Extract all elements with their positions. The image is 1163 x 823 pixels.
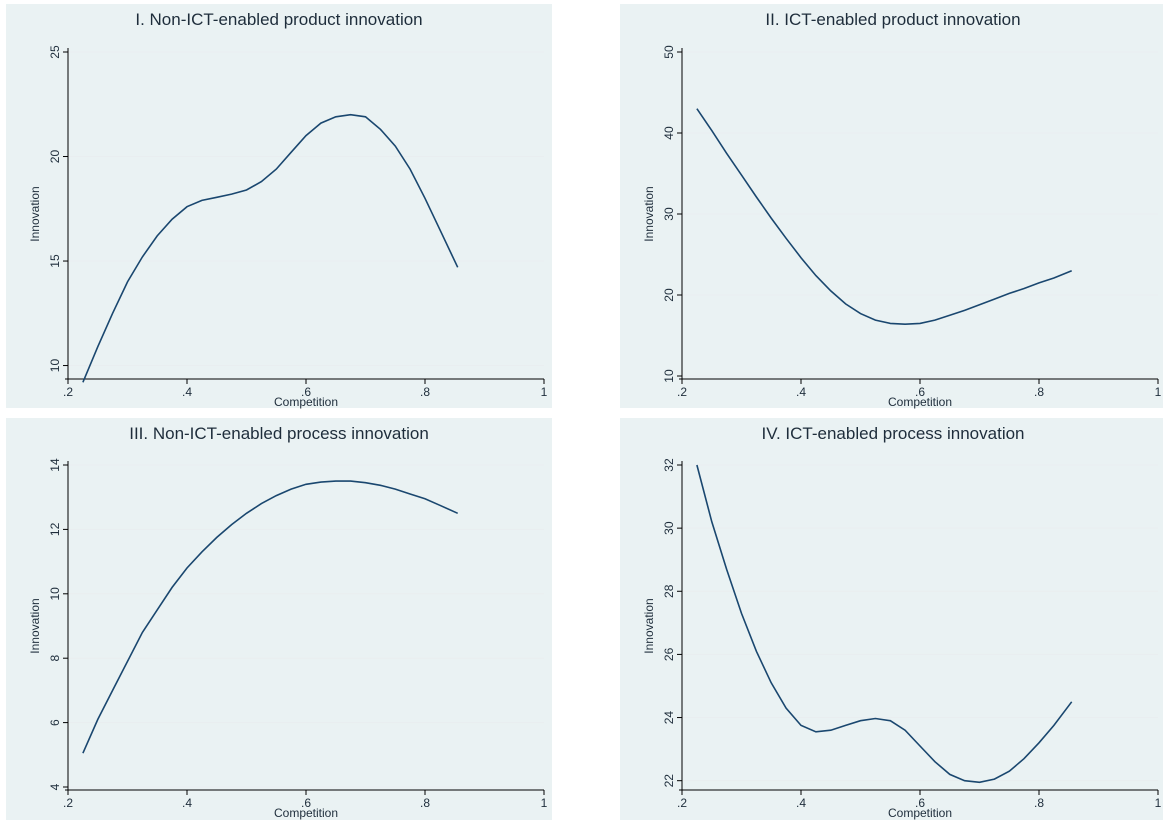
chart-title: IV. ICT-enabled process innovation bbox=[761, 424, 1025, 443]
x-axis-title: Competition bbox=[888, 395, 952, 409]
y-tick-label: 26 bbox=[662, 647, 676, 661]
series-line bbox=[696, 108, 1073, 326]
y-tick-label: 20 bbox=[662, 288, 676, 302]
chart-plot: 10 15 20 25 .2 .4 .6 .8 1 Competition Innovation bbox=[28, 45, 548, 409]
chart-title: III. Non-ICT-enabled process innovation bbox=[129, 424, 429, 443]
x-tick-label: .8 bbox=[420, 796, 430, 810]
x-tick-label: .8 bbox=[1034, 796, 1044, 810]
series-line bbox=[82, 113, 459, 383]
chart-title: I. Non-ICT-enabled product innovation bbox=[135, 10, 423, 29]
x-tick-label: .4 bbox=[796, 796, 806, 810]
x-tick-label: .4 bbox=[182, 796, 192, 810]
y-tick-label: 6 bbox=[48, 719, 62, 726]
chart-panel-3: III. Non-ICT-enabled process innovation … bbox=[6, 418, 552, 820]
y-tick-label: 8 bbox=[48, 655, 62, 662]
y-axis-title: Innovation bbox=[28, 186, 42, 241]
y-tick-label: 28 bbox=[662, 584, 676, 598]
x-tick-label: .2 bbox=[677, 385, 687, 399]
chart-panel-2: II. ICT-enabled product innovation 10 20 3… bbox=[620, 4, 1163, 409]
y-axis-title: Innovation bbox=[642, 598, 656, 653]
y-axis-title: Innovation bbox=[28, 598, 42, 653]
y-tick-label: 24 bbox=[662, 711, 676, 725]
x-axis-title: Competition bbox=[274, 806, 338, 820]
series-line bbox=[82, 480, 459, 754]
x-tick-label: .2 bbox=[63, 796, 73, 810]
chart-plot: 10 20 30 40 50 .2 .4 .6 .8 1 Competition Innovation bbox=[642, 45, 1162, 409]
x-tick-label: .4 bbox=[182, 385, 192, 399]
x-axis-title: Competition bbox=[274, 395, 338, 409]
y-tick-label: 15 bbox=[48, 254, 62, 268]
x-tick-label: .2 bbox=[63, 385, 73, 399]
y-tick-label: 12 bbox=[48, 522, 62, 536]
chart-plot: 22 24 26 28 30 32 .2 .4 .6 .8 1 Competition Innovati… bbox=[642, 458, 1162, 820]
y-tick-label: 4 bbox=[48, 783, 62, 790]
x-tick-label: .6 bbox=[301, 385, 311, 399]
x-tick-label: .8 bbox=[1034, 385, 1044, 399]
y-tick-label: 30 bbox=[662, 207, 676, 221]
y-tick-label: 10 bbox=[662, 369, 676, 383]
y-tick-label: 10 bbox=[48, 587, 62, 601]
y-tick-label: 40 bbox=[662, 126, 676, 140]
x-tick-label: 1 bbox=[541, 796, 548, 810]
y-tick-label: 10 bbox=[48, 359, 62, 373]
y-tick-label: 22 bbox=[662, 774, 676, 788]
chart-plot: 4 6 8 10 12 14 .2 .4 .6 .8 1 Competition Innovation bbox=[28, 458, 548, 820]
y-tick-label: 50 bbox=[662, 45, 676, 59]
x-tick-label: .8 bbox=[420, 385, 430, 399]
x-tick-label: .4 bbox=[796, 385, 806, 399]
chart-panel-1: I. Non-ICT-enabled product innovation 10… bbox=[6, 4, 552, 409]
chart-panel-4: IV. ICT-enabled process innovation 22 24 2… bbox=[620, 418, 1163, 820]
chart-title: II. ICT-enabled product innovation bbox=[765, 10, 1021, 29]
x-tick-label: .6 bbox=[301, 796, 311, 810]
series-line bbox=[696, 464, 1073, 784]
x-tick-label: .6 bbox=[915, 385, 925, 399]
x-tick-label: 1 bbox=[541, 385, 548, 399]
x-tick-label: 1 bbox=[1155, 385, 1162, 399]
y-tick-label: 32 bbox=[662, 458, 676, 472]
x-tick-label: 1 bbox=[1155, 796, 1162, 810]
y-tick-label: 30 bbox=[662, 521, 676, 535]
x-tick-label: .2 bbox=[677, 796, 687, 810]
y-tick-label: 20 bbox=[48, 150, 62, 164]
x-axis-title: Competition bbox=[888, 806, 952, 820]
x-tick-label: .6 bbox=[915, 796, 925, 810]
y-tick-label: 25 bbox=[48, 45, 62, 59]
y-tick-label: 14 bbox=[48, 458, 62, 472]
y-axis-title: Innovation bbox=[642, 186, 656, 241]
